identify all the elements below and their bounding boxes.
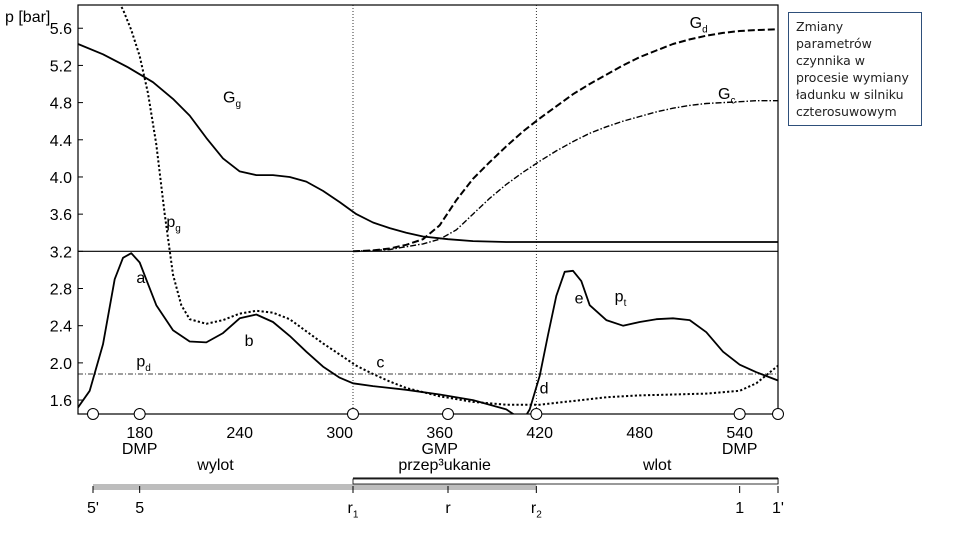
annotation-pd: pd <box>136 354 150 374</box>
exhaust-valve-bar <box>93 484 537 490</box>
y-tick-label: 2.4 <box>50 319 72 336</box>
crank-marker <box>347 408 359 420</box>
x-tick-sublabel: DMP <box>122 441 158 458</box>
x-tick-label: 360 <box>426 425 453 442</box>
crank-marker <box>530 408 543 420</box>
y-tick-label: 4.0 <box>50 170 72 187</box>
crank-marker <box>772 408 784 420</box>
timing-label: 1 <box>735 500 744 517</box>
crank-marker <box>87 408 99 420</box>
x-tick-label: 420 <box>526 425 553 442</box>
annotation-a: a <box>136 270 145 287</box>
y-tick-label: 3.6 <box>50 207 72 224</box>
annotation-c: c <box>376 355 384 372</box>
timing-label: 1' <box>772 500 784 517</box>
crank-marker <box>733 408 746 420</box>
series-Gc <box>352 100 778 252</box>
crank-marker <box>133 408 146 420</box>
x-tick-sublabel: GMP <box>421 441 457 458</box>
annotation-pt: pt <box>615 289 627 309</box>
x-tick-label: 540 <box>726 425 753 442</box>
annotation-d: d <box>540 381 549 398</box>
x-tick-label: 240 <box>226 425 253 442</box>
x-tick-label: 180 <box>126 425 153 442</box>
annotation-Gg: Gg <box>223 90 241 110</box>
timing-label: r1 <box>348 500 359 520</box>
series-Gg <box>78 43 778 243</box>
phase-label: przep³ukanie <box>398 457 491 474</box>
phase-label: wylot <box>196 457 234 474</box>
x-tick-label: 480 <box>626 425 653 442</box>
timing-label: 5 <box>135 500 144 517</box>
timing-label: 5' <box>87 500 99 517</box>
y-tick-label: 2.8 <box>50 282 72 299</box>
series-Gd <box>352 28 778 253</box>
annotation-b: b <box>245 333 254 350</box>
x-tick-label: 300 <box>326 425 353 442</box>
plot-frame <box>77 4 779 415</box>
timing-label: r <box>445 500 451 517</box>
y-tick-label: 5.6 <box>50 21 72 38</box>
y-tick-label: 2.0 <box>50 356 72 373</box>
annotation-e: e <box>575 290 584 307</box>
y-tick-label: 4.4 <box>50 133 72 150</box>
y-tick-label: 5.2 <box>50 58 72 75</box>
annotation-Gd: Gd <box>690 15 708 35</box>
x-tick-sublabel: DMP <box>722 441 758 458</box>
y-tick-label: 4.8 <box>50 96 72 113</box>
y-axis-label: p [bar] <box>5 9 50 26</box>
caption-note: Zmiany parametrów czynnika w procesie wy… <box>788 12 922 126</box>
timing-label: r2 <box>531 500 542 520</box>
y-tick-label: 1.6 <box>50 393 72 410</box>
crank-marker <box>442 408 454 420</box>
intake-valve-bar <box>352 478 779 485</box>
y-tick-label: 3.2 <box>50 244 72 261</box>
series-pg <box>119 5 778 406</box>
series-pt <box>78 252 778 414</box>
phase-label: wlot <box>642 457 672 474</box>
annotation-pg: pg <box>166 214 180 234</box>
